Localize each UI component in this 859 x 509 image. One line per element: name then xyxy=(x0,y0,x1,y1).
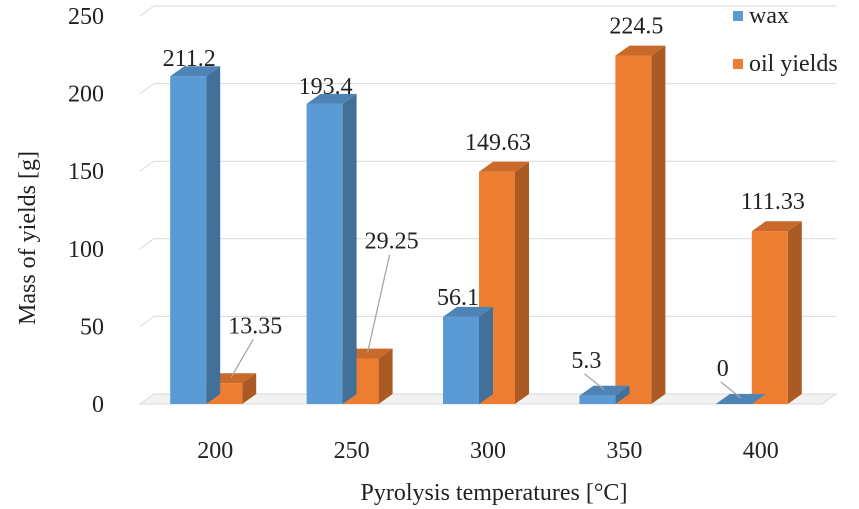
legend-swatch-wax xyxy=(733,11,743,21)
bar-wax-300 xyxy=(443,306,493,404)
bar-wax-400 xyxy=(715,394,766,404)
data-label: 0 xyxy=(717,356,729,382)
y-axis-title: Mass of yields [g] xyxy=(15,151,41,325)
gridline-depth xyxy=(139,5,155,17)
bar-wax-200 xyxy=(170,66,221,405)
bar-oil-yields-400 xyxy=(751,221,802,404)
label-leader-line xyxy=(230,338,254,378)
gridline-depth xyxy=(139,315,155,327)
data-label: 13.35 xyxy=(228,313,282,339)
data-labels: 211.2 193.4 56.1 5.3 0 13.35 29.25 149.63 224.5 1… xyxy=(163,14,805,382)
data-label: 29.25 xyxy=(365,229,419,255)
bars xyxy=(170,45,802,405)
x-axis-title: Pyrolysis temperatures [°C] xyxy=(361,480,628,506)
x-tick-label: 400 xyxy=(743,438,779,464)
label-leader-lines xyxy=(230,254,742,399)
data-label: 224.5 xyxy=(609,14,663,40)
label-leader-line xyxy=(583,373,605,391)
legend-label-oil-yields: oil yields xyxy=(749,51,838,77)
bar-wax-250 xyxy=(306,93,357,404)
y-axis-tick-labels: 0 50 100 150 200 250 xyxy=(68,4,104,418)
data-label: 111.33 xyxy=(741,189,805,215)
legend-label-wax: wax xyxy=(749,3,789,29)
data-label: 5.3 xyxy=(571,348,601,374)
data-label: 56.1 xyxy=(437,285,479,311)
x-tick-label: 200 xyxy=(197,438,233,464)
x-tick-label: 250 xyxy=(334,438,370,464)
x-axis-tick-labels: 200 250 300 350 400 xyxy=(197,438,779,464)
legend-item-wax: wax xyxy=(733,2,859,30)
y-tick-label: 200 xyxy=(68,82,104,108)
gridline-depth xyxy=(139,160,155,172)
gridline-depth xyxy=(139,238,155,250)
data-label: 211.2 xyxy=(163,46,216,72)
legend-item-oil-yields: oil yields xyxy=(733,50,859,78)
y-tick-label: 100 xyxy=(68,237,104,263)
data-label: 193.4 xyxy=(299,74,353,100)
x-tick-label: 350 xyxy=(606,438,642,464)
y-tick-label: 0 xyxy=(92,392,104,418)
bar-oil-yields-350 xyxy=(615,45,666,405)
y-tick-label: 150 xyxy=(68,159,104,185)
legend: wax oil yields xyxy=(733,2,859,98)
x-tick-label: 300 xyxy=(470,438,506,464)
gridline-depth xyxy=(139,83,155,95)
data-label: 149.63 xyxy=(465,130,531,156)
label-leader-line xyxy=(720,381,742,399)
label-leader-line xyxy=(366,254,391,353)
bar-wax-350 xyxy=(579,385,630,404)
y-tick-label: 50 xyxy=(80,314,104,340)
y-tick-label: 250 xyxy=(68,4,104,30)
legend-swatch-oil-yields xyxy=(733,59,743,69)
